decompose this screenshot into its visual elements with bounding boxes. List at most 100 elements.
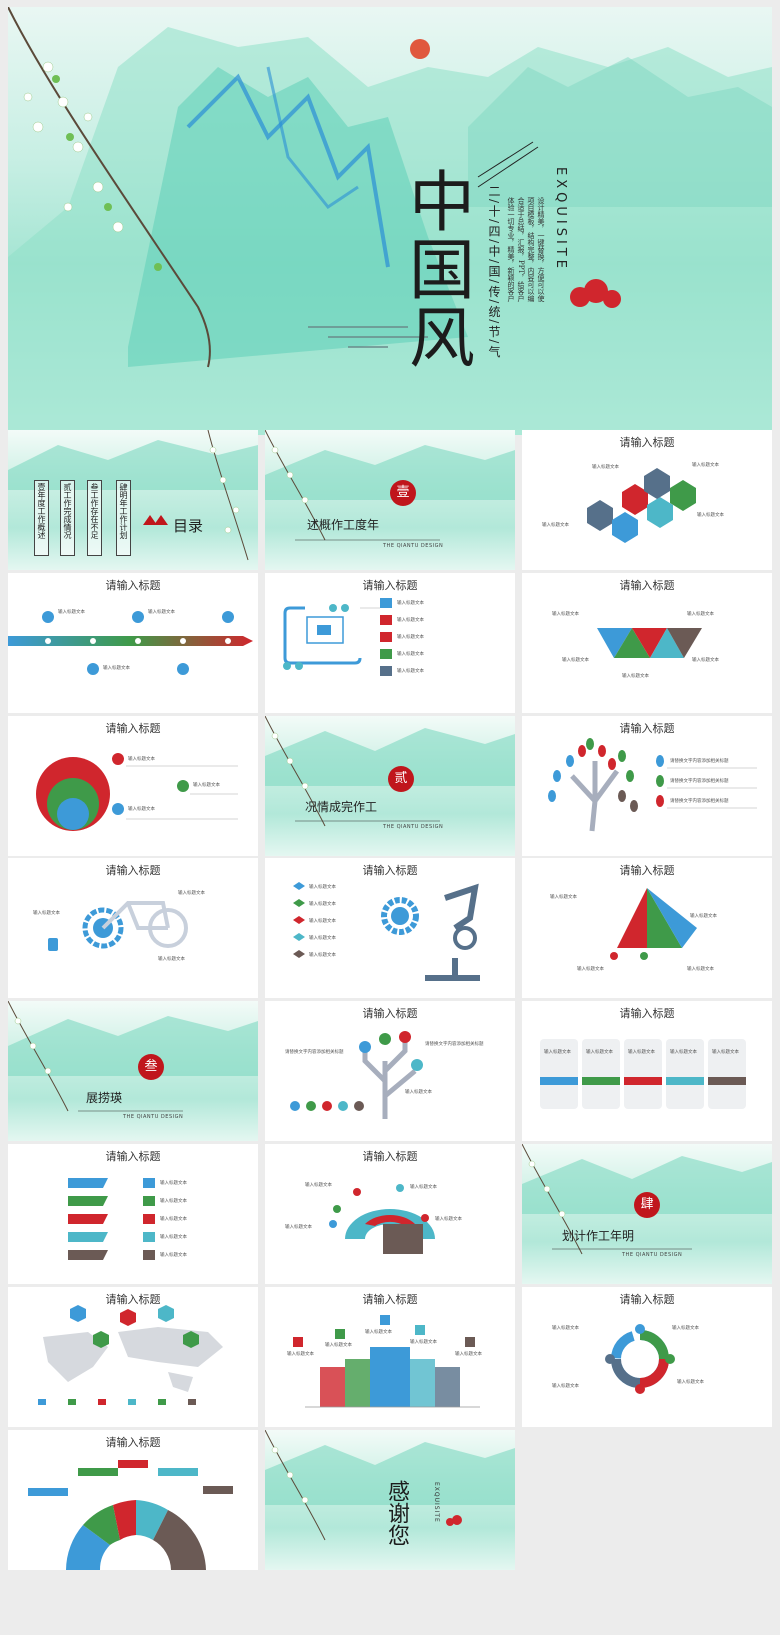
world-map-diagram (38, 1305, 223, 1405)
label-text: 输入标题文本 (309, 885, 336, 890)
slide-tree[interactable]: 请输入标题 请替换文字内容添加相关标题 请替换文字内容添加相关标题 请替换文字内… (522, 716, 772, 856)
label-text: 输入标题文本 (410, 1185, 437, 1190)
slide-pyramid[interactable]: 请输入标题 输入标题文本 输入标题文本 输入标题文本 输入标题文本 (522, 858, 772, 998)
label-text: 输入标题文本 (405, 1090, 432, 1095)
slide-icon-list[interactable]: 请输入标题 输入标题文本 输入标题文本 输入标题文本 输入标题文本 输入标题文本 (265, 573, 515, 713)
section-seal-1: 壹 (390, 480, 416, 506)
toc-item-3[interactable]: 叁工作存在不足 (87, 480, 102, 556)
label-text: 输入标题文本 (287, 1352, 314, 1357)
slide-world-map[interactable]: 请输入标题 (8, 1287, 258, 1427)
body-text: 请替换文字内容添加相关标题 (670, 799, 729, 804)
slide-five-cards[interactable]: 请输入标题 输入标题文本 输入标题文本 输入标题文本 输入标题文本 输入标题文本 (522, 1001, 772, 1141)
toc-item-2[interactable]: 贰工作完成情况 (60, 480, 75, 556)
slide-title: 请输入标题 (362, 1150, 418, 1163)
label-text: 输入标题文本 (692, 463, 719, 468)
label-text: 输入标题文本 (712, 1050, 739, 1055)
label-text: 输入标题文本 (697, 513, 724, 518)
slide-title: 请输入标题 (105, 1436, 161, 1449)
mountain-landscape-illustration (265, 1430, 515, 1541)
toc-item-4[interactable]: 肆明年工作计划 (116, 480, 131, 556)
label-text: 输入标题文本 (309, 953, 336, 958)
section-subtitle-4: THE QIANTU DESIGN (622, 1252, 683, 1258)
slide-section-3[interactable]: 叁 展捞瑛 THE QIANTU DESIGN (8, 1001, 258, 1141)
slide-toc[interactable]: 目录 壹年度工作概述 贰工作完成情况 叁工作存在不足 肆明年工作计划 (8, 430, 258, 570)
label-text: 输入标题文本 (435, 1217, 462, 1222)
slide-thanks[interactable]: 感谢您 EXQUISITE (265, 1430, 515, 1570)
slide-half-donut[interactable]: 请输入标题 (8, 1430, 258, 1570)
label-text: 输入标题文本 (397, 618, 424, 623)
slide-arc-diagram[interactable]: 请输入标题 输入标题文本 输入标题文本 输入标题文本 输入标题文本 (265, 1144, 515, 1284)
label-text: 输入标题文本 (410, 1340, 437, 1345)
label-text: 输入标题文本 (58, 610, 85, 615)
hero-cover-slide[interactable]: 中国风 二/十/四/中/国/传/统/节/气 EXQUISITE 设计精美，一键替… (8, 7, 772, 435)
mountain-landscape-illustration (265, 430, 515, 541)
slide-social-icons[interactable]: 请输入标题 输入标题文本 输入标题文本 输入标题文本 输入标题文本 输入标题文本 (8, 1144, 258, 1284)
nested-circles-diagram (36, 753, 238, 831)
slide-title: 请输入标题 (362, 579, 418, 592)
triangle-diagram (597, 628, 702, 658)
mountain-landscape-illustration (265, 716, 515, 827)
slide-title: 请输入标题 (619, 722, 675, 735)
slide-microscope[interactable]: 请输入标题 输入标题文本 输入标题文本 输入标题文本 输入标题文本 输入标题文本 (265, 858, 515, 998)
slide-section-1[interactable]: 壹 述概作工度年 THE QIANTU DESIGN (265, 430, 515, 570)
bicycle-diagram (48, 901, 188, 951)
slide-triangles[interactable]: 请输入标题 输入标题文本 输入标题文本 输入标题文本 输入标题文本 输入标题文本 (522, 573, 772, 713)
toc-item-1[interactable]: 壹年度工作概述 (34, 480, 49, 556)
hexagon-icon-diagram (587, 468, 696, 543)
label-text: 输入标题文本 (309, 936, 336, 941)
microscope-diagram (293, 882, 480, 981)
body-text: 请替换文字内容添加相关标题 (285, 1050, 344, 1055)
slide-section-2[interactable]: 贰 况情成完作工 THE QIANTU DESIGN (265, 716, 515, 856)
hero-title: 中国风 (398, 167, 475, 371)
arc-diagram (329, 1184, 435, 1254)
label-text: 输入标题文本 (309, 919, 336, 924)
slide-section-4[interactable]: 肆 划计作工年明 THE QIANTU DESIGN (522, 1144, 772, 1284)
cycle-diagram (605, 1324, 675, 1394)
label-text: 输入标题文本 (672, 1326, 699, 1331)
thanks-title: 感谢您 (384, 1480, 409, 1546)
hero-body-text-1: 设计精美，一键替换，方便可以使 (537, 197, 545, 302)
half-donut-diagram (28, 1460, 233, 1570)
slide-title: 请输入标题 (362, 1293, 418, 1306)
label-text: 输入标题文本 (550, 895, 577, 900)
label-text: 输入标题文本 (160, 1199, 187, 1204)
section-seal-4: 肆 (634, 1192, 660, 1218)
label-text: 输入标题文本 (552, 1326, 579, 1331)
label-text: 输入标题文本 (628, 1050, 655, 1055)
slide-title: 请输入标题 (619, 1293, 675, 1306)
label-text: 输入标题文本 (455, 1352, 482, 1357)
slide-cycle[interactable]: 请输入标题 输入标题文本 输入标题文本 输入标题文本 输入标题文本 (522, 1287, 772, 1427)
branch-tree-diagram (290, 1031, 423, 1119)
slide-title: 请输入标题 (105, 864, 161, 877)
label-text: 输入标题文本 (542, 523, 569, 528)
slide-bicycle[interactable]: 请输入标题 输入标题文本 输入标题文本 输入标题文本 (8, 858, 258, 998)
slide-title: 请输入标题 (619, 864, 675, 877)
label-text: 输入标题文本 (305, 1183, 332, 1188)
label-text: 输入标题文本 (562, 658, 589, 663)
hero-exquisite-label: EXQUISITE (553, 167, 568, 272)
slide-title: 请输入标题 (619, 436, 675, 449)
section-title-4: 划计作工年明 (562, 1229, 635, 1243)
label-text: 输入标题文本 (397, 652, 424, 657)
label-text: 输入标题文本 (103, 666, 130, 671)
mountain-landscape-illustration (8, 1001, 258, 1112)
label-text: 输入标题文本 (128, 757, 155, 762)
label-text: 输入标题文本 (128, 807, 155, 812)
mountain-landscape-illustration (522, 1144, 772, 1255)
label-text: 输入标题文本 (552, 1384, 579, 1389)
slide-branch-tree[interactable]: 请输入标题 请替换文字内容添加相关标题 请替换文字内容添加相关标题 输入标题文本 (265, 1001, 515, 1141)
label-text: 输入标题文本 (577, 967, 604, 972)
slide-timeline-arrow[interactable]: 请输入标题 输入标题文本 输入标题文本 输入标题文本 (8, 573, 258, 713)
slide-title: 请输入标题 (619, 579, 675, 592)
mountain-landscape-illustration (8, 7, 772, 435)
slide-buildings[interactable]: 请输入标题 输入标题文本 输入标题文本 输入标题文本 输入标题文本 输入标题文本 (265, 1287, 515, 1427)
slide-hexagon-icons[interactable]: 请输入标题 输入标题文本 输入标题文本 输入标题文本 输入标题文本 (522, 430, 772, 570)
section-seal-2: 贰 (388, 766, 414, 792)
section-title-1: 述概作工度年 (307, 518, 380, 532)
label-text: 输入标题文本 (397, 601, 424, 606)
label-text: 输入标题文本 (592, 465, 619, 470)
label-text: 输入标题文本 (193, 783, 220, 788)
social-icons-diagram (68, 1178, 155, 1260)
toc-title: 目录 (173, 517, 204, 535)
slide-nested-circles[interactable]: 请输入标题 输入标题文本 输入标题文本 输入标题文本 (8, 716, 258, 856)
